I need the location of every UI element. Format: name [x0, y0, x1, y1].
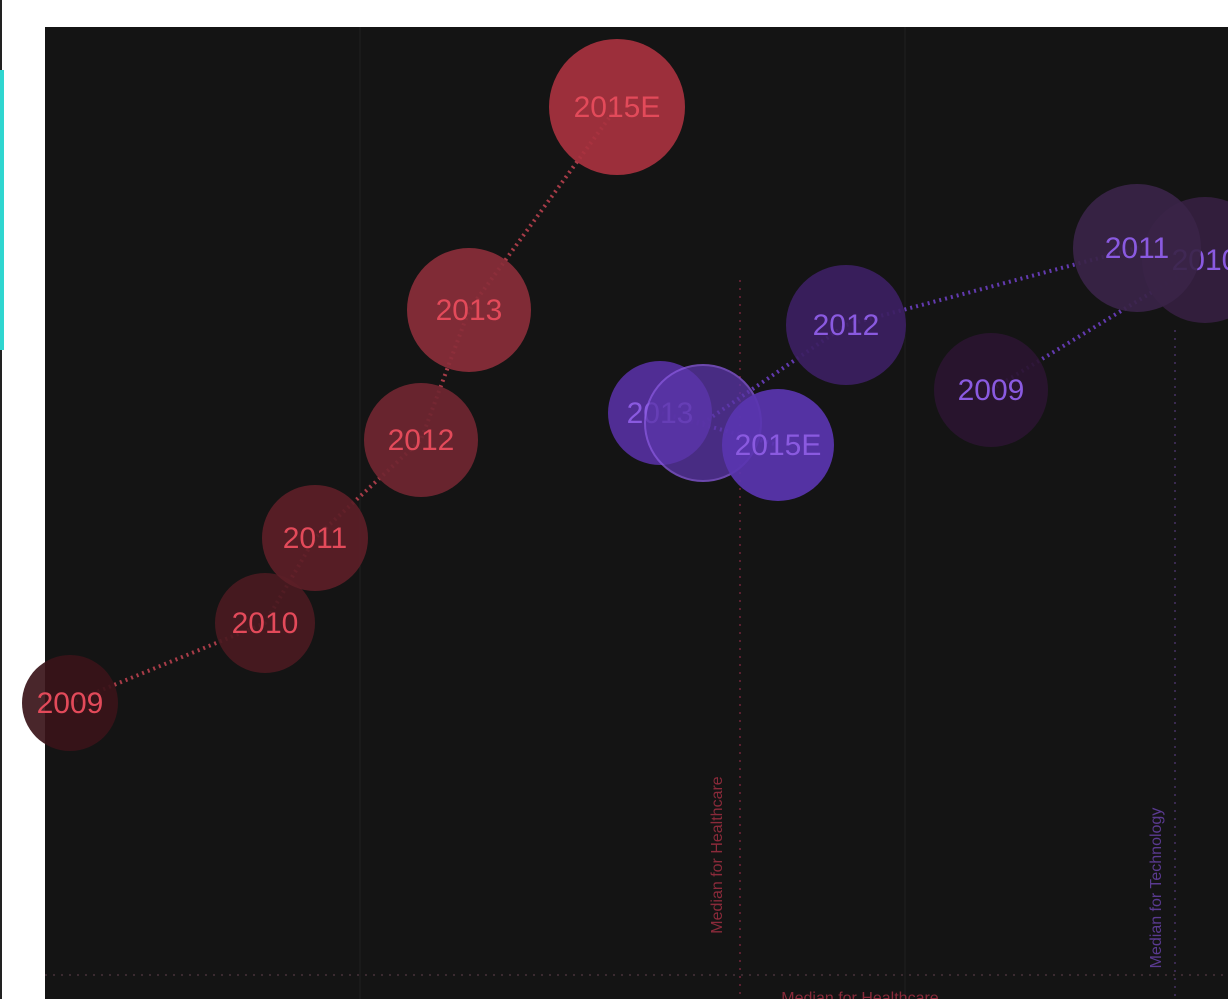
bubble [1073, 184, 1201, 312]
bubble [786, 265, 906, 385]
bubble-label: 2012 [388, 424, 455, 457]
bubble [22, 655, 118, 751]
bubble-label: 2009 [37, 687, 104, 720]
bubble [215, 573, 315, 673]
bubble [262, 485, 368, 591]
bubble-label: 2011 [1105, 232, 1170, 265]
side-accent [0, 70, 4, 350]
bubble-label: 2012 [813, 309, 880, 342]
bubble [407, 248, 531, 372]
bubble-label: 2010 [232, 607, 299, 640]
frame-edge [0, 0, 2, 999]
bubble-label: 2015E [574, 91, 661, 124]
chart-area [45, 27, 1228, 999]
median-label: Median for Healthcare [709, 776, 726, 934]
bubble [364, 383, 478, 497]
bubble-label: 2011 [283, 522, 348, 555]
bubble [549, 39, 685, 175]
median-label: Median for Technology [1148, 808, 1165, 969]
bubble-label: 2013 [436, 294, 503, 327]
bubble [722, 389, 834, 501]
bubble-label: 2009 [958, 374, 1025, 407]
bubble [934, 333, 1048, 447]
bubble-label: 2015E [735, 429, 822, 462]
median-label: Median for Healthcare [781, 990, 939, 999]
bubbles: 200920102011201220132015E200920102011201… [22, 39, 1228, 751]
